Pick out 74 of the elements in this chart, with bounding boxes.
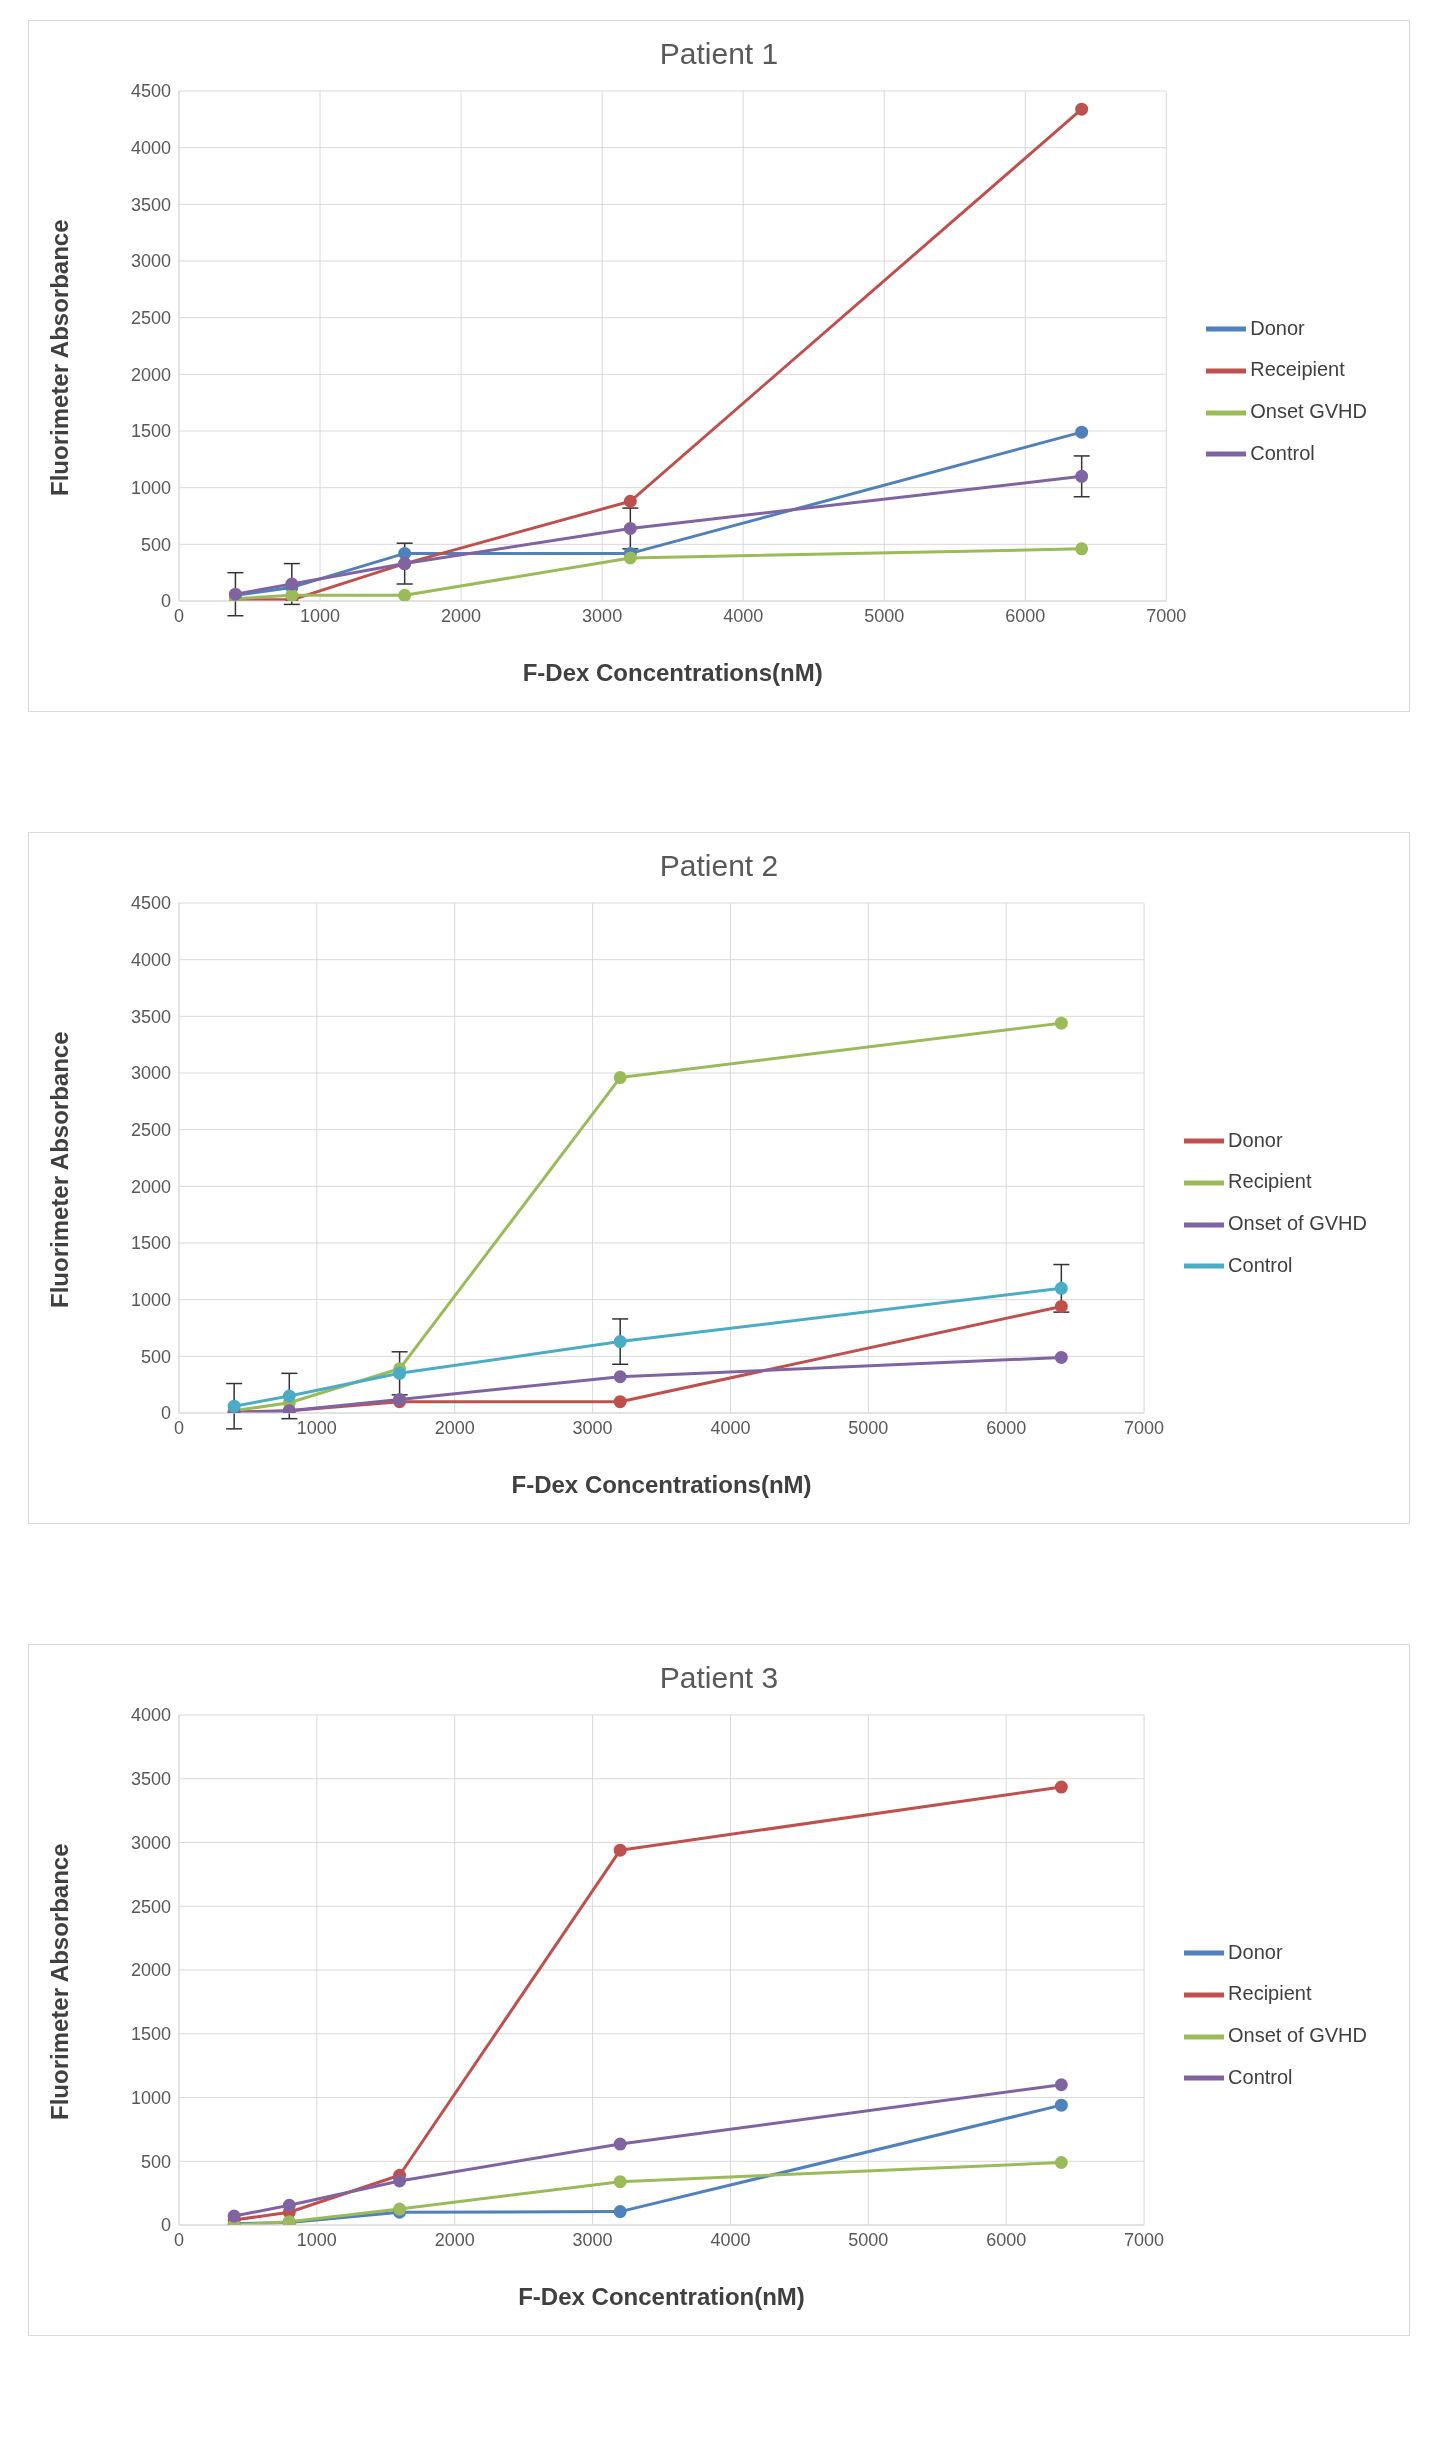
y-axis-title: Fluorimeter Absorbance bbox=[45, 1031, 73, 1308]
x-tick-label: 6000 bbox=[986, 2229, 1027, 2250]
y-tick-label: 2500 bbox=[130, 1120, 171, 1141]
y-tick-label: 4500 bbox=[130, 893, 171, 914]
x-tick-label: 4000 bbox=[710, 2229, 751, 2250]
x-tick-label: 3000 bbox=[582, 605, 623, 626]
x-tick-label: 5000 bbox=[848, 1417, 889, 1438]
x-tick-label: 3000 bbox=[572, 2229, 613, 2250]
x-tick-label: 7000 bbox=[1124, 2229, 1165, 2250]
legend-label: Onset GVHD bbox=[1250, 400, 1367, 422]
y-tick-label: 0 bbox=[160, 2215, 171, 2236]
x-tick-label: 4000 bbox=[710, 1417, 751, 1438]
y-tick-label: 1500 bbox=[130, 1233, 171, 1254]
x-tick-label: 6000 bbox=[1005, 605, 1046, 626]
legend-label: Control bbox=[1228, 2065, 1293, 2088]
legend-label: Onset of GVHD bbox=[1228, 1212, 1367, 1234]
y-tick-label: 4500 bbox=[130, 81, 171, 102]
x-tick-label: 2000 bbox=[434, 1417, 475, 1438]
chart-title: Patient 3 bbox=[658, 1660, 780, 1695]
x-tick-label: 1000 bbox=[300, 605, 341, 626]
y-tick-label: 0 bbox=[160, 1403, 171, 1424]
x-tick-label: 6000 bbox=[986, 1417, 1027, 1438]
legend-label: Donor bbox=[1228, 1940, 1283, 1963]
y-axis-title: Fluorimeter Absorbance bbox=[45, 219, 73, 496]
y-tick-label: 0 bbox=[160, 591, 171, 612]
y-tick-label: 500 bbox=[140, 1346, 171, 1367]
legend-label: Donor bbox=[1228, 1128, 1283, 1151]
y-tick-label: 1000 bbox=[130, 478, 171, 499]
x-tick-label: 2000 bbox=[434, 2229, 475, 2250]
x-axis-title: F-Dex Concentrations(nM) bbox=[522, 659, 823, 686]
legend-label: Receipient bbox=[1250, 358, 1345, 381]
x-tick-label: 0 bbox=[173, 2229, 185, 2250]
legend-label: Donor bbox=[1250, 316, 1305, 339]
y-tick-label: 2500 bbox=[130, 308, 171, 329]
y-tick-label: 3500 bbox=[130, 1006, 171, 1027]
chart-title: Patient 1 bbox=[658, 36, 780, 71]
y-tick-label: 3000 bbox=[130, 1832, 171, 1853]
x-tick-label: 5000 bbox=[864, 605, 905, 626]
x-axis-title: F-Dex Concentrations(nM) bbox=[511, 1471, 812, 1498]
y-tick-label: 3000 bbox=[130, 251, 171, 272]
x-tick-label: 5000 bbox=[848, 2229, 889, 2250]
x-axis-title: F-Dex Concentration(nM) bbox=[518, 2283, 805, 2310]
y-tick-label: 4000 bbox=[130, 138, 171, 159]
y-tick-label: 3000 bbox=[130, 1063, 171, 1084]
legend-label: Control bbox=[1250, 441, 1315, 464]
y-tick-label: 1500 bbox=[130, 421, 171, 442]
y-tick-label: 4000 bbox=[130, 1705, 171, 1726]
y-tick-label: 3500 bbox=[130, 1769, 171, 1790]
x-tick-label: 2000 bbox=[441, 605, 482, 626]
x-tick-label: 1000 bbox=[296, 1417, 337, 1438]
chart-title: Patient 2 bbox=[658, 848, 780, 883]
y-tick-label: 1000 bbox=[130, 2087, 171, 2108]
legend-label: Onset of GVHD bbox=[1228, 2024, 1367, 2046]
y-tick-label: 2000 bbox=[130, 1960, 171, 1981]
y-tick-label: 500 bbox=[140, 2151, 171, 2172]
y-tick-label: 2000 bbox=[130, 364, 171, 385]
legend-label: Recipient bbox=[1228, 1170, 1312, 1193]
y-tick-label: 1000 bbox=[130, 1290, 171, 1311]
y-axis-title: Fluorimeter Absorbance bbox=[45, 1843, 73, 2120]
y-tick-label: 4000 bbox=[130, 950, 171, 971]
x-tick-label: 7000 bbox=[1124, 1417, 1165, 1438]
legend-label: Control bbox=[1228, 1253, 1293, 1276]
x-tick-label: 0 bbox=[173, 605, 185, 626]
legend-label: Recipient bbox=[1228, 1982, 1312, 2005]
y-tick-label: 3500 bbox=[130, 194, 171, 215]
y-tick-label: 500 bbox=[140, 534, 171, 555]
y-tick-label: 1500 bbox=[130, 2024, 171, 2045]
y-tick-label: 2500 bbox=[130, 1896, 171, 1917]
x-tick-label: 1000 bbox=[296, 2229, 337, 2250]
x-tick-label: 0 bbox=[173, 1417, 185, 1438]
x-tick-label: 7000 bbox=[1146, 605, 1187, 626]
y-tick-label: 2000 bbox=[130, 1176, 171, 1197]
x-tick-label: 3000 bbox=[572, 1417, 613, 1438]
x-tick-label: 4000 bbox=[723, 605, 764, 626]
